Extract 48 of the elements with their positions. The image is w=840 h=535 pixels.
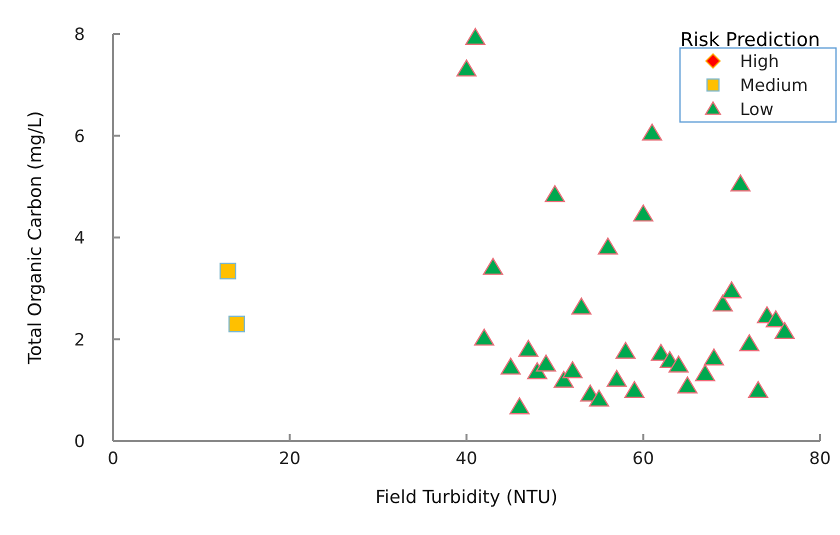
point bbox=[571, 298, 592, 315]
point bbox=[562, 361, 583, 378]
point bbox=[748, 380, 768, 398]
point bbox=[474, 328, 494, 346]
point bbox=[554, 370, 574, 388]
y-tick-label: 8 bbox=[74, 25, 85, 45]
legend-label: High bbox=[740, 52, 780, 72]
point bbox=[500, 358, 521, 375]
point bbox=[642, 124, 662, 141]
x-tick-label: 60 bbox=[632, 449, 654, 469]
point bbox=[677, 376, 698, 394]
x-axis-title: Field Turbidity (NTU) bbox=[375, 487, 558, 508]
point bbox=[456, 59, 477, 77]
y-axis-title: Total Organic Carbon (mg/L) bbox=[25, 110, 46, 366]
x-tick-label: 20 bbox=[278, 449, 301, 469]
x-tick-label: 80 bbox=[809, 449, 831, 469]
point bbox=[722, 281, 742, 298]
point bbox=[536, 354, 556, 372]
legend-title: Risk Prediction bbox=[680, 29, 820, 51]
point bbox=[766, 310, 786, 328]
point bbox=[730, 174, 751, 192]
point bbox=[220, 262, 236, 280]
point bbox=[228, 316, 246, 332]
x-tick-label: 40 bbox=[456, 449, 478, 469]
point bbox=[518, 340, 538, 357]
y-tick-label: 4 bbox=[74, 228, 85, 248]
point bbox=[465, 28, 486, 45]
point bbox=[633, 204, 654, 222]
point bbox=[544, 185, 565, 202]
point bbox=[482, 258, 504, 275]
point bbox=[509, 397, 530, 414]
point bbox=[598, 238, 618, 255]
point bbox=[712, 294, 733, 312]
point bbox=[739, 334, 760, 352]
point bbox=[668, 356, 689, 373]
legend-label: Medium bbox=[740, 76, 808, 96]
point bbox=[588, 390, 610, 407]
legend-label: Low bbox=[740, 100, 774, 120]
y-tick-label: 6 bbox=[74, 126, 85, 147]
point bbox=[606, 370, 627, 387]
point bbox=[615, 342, 636, 359]
point bbox=[624, 380, 645, 398]
y-tick-label: 0 bbox=[74, 432, 85, 452]
x-tick-label: 0 bbox=[108, 449, 118, 469]
y-tick-label: 2 bbox=[74, 330, 85, 350]
point bbox=[695, 364, 716, 382]
point bbox=[704, 348, 724, 366]
point bbox=[774, 322, 795, 340]
